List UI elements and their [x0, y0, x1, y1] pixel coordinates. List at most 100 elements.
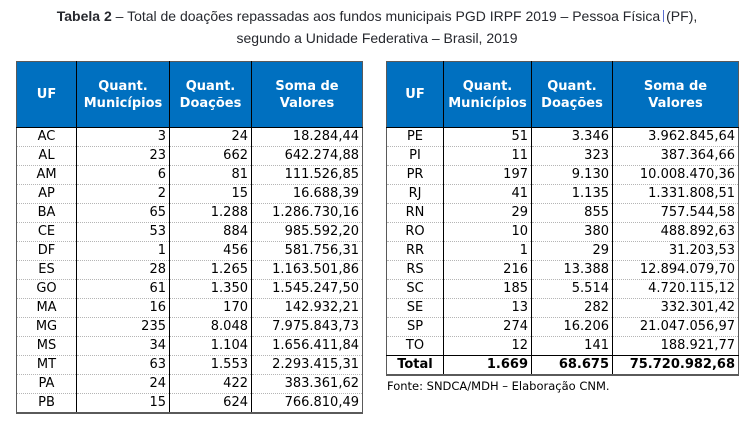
- right-table-header-row: UF Quant. Municípios Quant. Doações Soma de Va…: [386, 61, 739, 128]
- valores-cell: 766.810,49: [251, 393, 363, 413]
- doacoes-cell: 624: [169, 393, 252, 413]
- municipios-cell: 185: [443, 279, 532, 299]
- uf-cell: RJ: [386, 184, 444, 204]
- doacoes-cell: 8.048: [169, 317, 252, 337]
- uf-cell: RS: [386, 260, 444, 280]
- doacoes-cell: 1.265: [169, 260, 252, 280]
- uf-cell: SP: [386, 317, 444, 337]
- column-header-quant-doacoes: Quant. Doações: [531, 61, 613, 128]
- doacoes-cell: 422: [169, 374, 252, 394]
- column-header-quant-municipios: Quant. Municípios: [76, 61, 170, 128]
- uf-cell: RO: [386, 222, 444, 242]
- municipios-cell: 216: [443, 260, 532, 280]
- uf-cell: Total: [386, 355, 444, 375]
- uf-cell: CE: [16, 222, 77, 242]
- municipios-cell: 15: [76, 393, 170, 413]
- tables-container: UF Quant. Municípios Quant. Doações Soma de Va…: [16, 61, 754, 414]
- table-row-RO: RO 10 380 488.892,63: [386, 222, 739, 242]
- municipios-cell: 10: [443, 222, 532, 242]
- valores-cell: 4.720.115,12: [612, 279, 739, 299]
- table-row-SC: SC 185 5.514 4.720.115,12: [386, 279, 739, 299]
- table-row-AM: AM 6 81 111.526,85: [16, 165, 363, 185]
- valores-cell: 1.286.730,16: [251, 203, 363, 223]
- total-row: Total 1.669 68.675 75.720.982,68: [386, 355, 739, 375]
- table-row-RN: RN 29 855 757.544,58: [386, 203, 739, 223]
- valores-cell: 332.301,42: [612, 298, 739, 318]
- municipios-cell: 63: [76, 355, 170, 375]
- table-row-ES: ES 28 1.265 1.163.501,86: [16, 260, 363, 280]
- doacoes-cell: 323: [531, 146, 613, 166]
- doacoes-cell: 456: [169, 241, 252, 261]
- table-row-PB: PB 15 624 766.810,49: [16, 393, 363, 413]
- title-line-1-text: – Total de doações repassadas aos fundos…: [111, 8, 661, 24]
- uf-cell: AL: [16, 146, 77, 166]
- doacoes-cell: 68.675: [531, 355, 613, 375]
- doacoes-cell: 380: [531, 222, 613, 242]
- uf-cell: MA: [16, 298, 77, 318]
- municipios-cell: 16: [76, 298, 170, 318]
- uf-cell: AP: [16, 184, 77, 204]
- doacoes-cell: 16.206: [531, 317, 613, 337]
- table-row-MT: MT 63 1.553 2.293.415,31: [16, 355, 363, 375]
- municipios-cell: 235: [76, 317, 170, 337]
- uf-cell: PB: [16, 393, 77, 413]
- column-header-quant-doacoes: Quant. Doações: [169, 61, 252, 128]
- valores-cell: 75.720.982,68: [612, 355, 739, 375]
- uf-cell: SE: [386, 298, 444, 318]
- municipios-cell: 11: [443, 146, 532, 166]
- table-row-AP: AP 2 15 16.688,39: [16, 184, 363, 204]
- valores-cell: 1.163.501,86: [251, 260, 363, 280]
- municipios-cell: 29: [443, 203, 532, 223]
- column-header-uf: UF: [16, 61, 77, 128]
- doacoes-cell: 9.130: [531, 165, 613, 185]
- table-row-TO: TO 12 141 188.921,77: [386, 336, 739, 356]
- doacoes-cell: 24: [169, 127, 252, 147]
- doacoes-cell: 81: [169, 165, 252, 185]
- table-row-RS: RS 216 13.388 12.894.079,70: [386, 260, 739, 280]
- uf-cell: MG: [16, 317, 77, 337]
- table-row-RJ: RJ 41 1.135 1.331.808,51: [386, 184, 739, 204]
- table-row-MG: MG 235 8.048 7.975.843,73: [16, 317, 363, 337]
- doacoes-cell: 5.514: [531, 279, 613, 299]
- donations-table-right: UF Quant. Municípios Quant. Doações Soma de Va…: [386, 61, 739, 376]
- valores-cell: 1.656.411,84: [251, 336, 363, 356]
- uf-cell: PI: [386, 146, 444, 166]
- column-header-quant-municipios: Quant. Municípios: [443, 61, 532, 128]
- source-note: Fonte: SNDCA/MDH – Elaboração CNM.: [387, 379, 610, 393]
- table-row-CE: CE 53 884 985.592,20: [16, 222, 363, 242]
- table-number-label: Tabela 2: [56, 8, 112, 24]
- valores-cell: 387.364,66: [612, 146, 739, 166]
- uf-cell: PE: [406, 129, 424, 144]
- doacoes-cell: 662: [169, 146, 252, 166]
- valores-cell: 642.274,88: [251, 146, 363, 166]
- table-row-SP: SP 274 16.206 21.047.056,97: [386, 317, 739, 337]
- uf-cell: ES: [16, 260, 77, 280]
- table-title: Tabela 2 – Total de doações repassadas a…: [0, 0, 754, 49]
- valores-cell: 142.932,21: [251, 298, 363, 318]
- doacoes-cell: 15: [169, 184, 252, 204]
- doacoes-cell: 1.553: [169, 355, 252, 375]
- valores-cell: 10.008.470,36: [612, 165, 739, 185]
- uf-cell: SC: [386, 279, 444, 299]
- doacoes-cell: 855: [531, 203, 613, 223]
- title-line-1-suffix: (PF),: [666, 8, 698, 24]
- uf-cell: BA: [16, 203, 77, 223]
- uf-cell: AM: [16, 165, 77, 185]
- table-row-MS: MS 34 1.104 1.656.411,84: [16, 336, 363, 356]
- uf-cell: PA: [16, 374, 77, 394]
- municipios-cell: 53: [76, 222, 170, 242]
- text-cursor-artifact: [663, 10, 665, 22]
- municipios-cell: 61: [76, 279, 170, 299]
- table-row-RR: RR 1 29 31.203,53: [386, 241, 739, 261]
- table-row-DF: DF 1 456 581.756,31: [16, 241, 363, 261]
- valores-cell: 3.962.845,64: [612, 127, 739, 147]
- doacoes-cell: 1.350: [169, 279, 252, 299]
- municipios-cell: 51: [443, 127, 532, 147]
- doacoes-cell: 1.135: [531, 184, 613, 204]
- municipios-cell: 23: [76, 146, 170, 166]
- valores-cell: 1.331.808,51: [612, 184, 739, 204]
- valores-cell: 985.592,20: [251, 222, 363, 242]
- valores-cell: 21.047.056,97: [612, 317, 739, 337]
- column-header-soma-valores: Soma de Valores: [251, 61, 363, 128]
